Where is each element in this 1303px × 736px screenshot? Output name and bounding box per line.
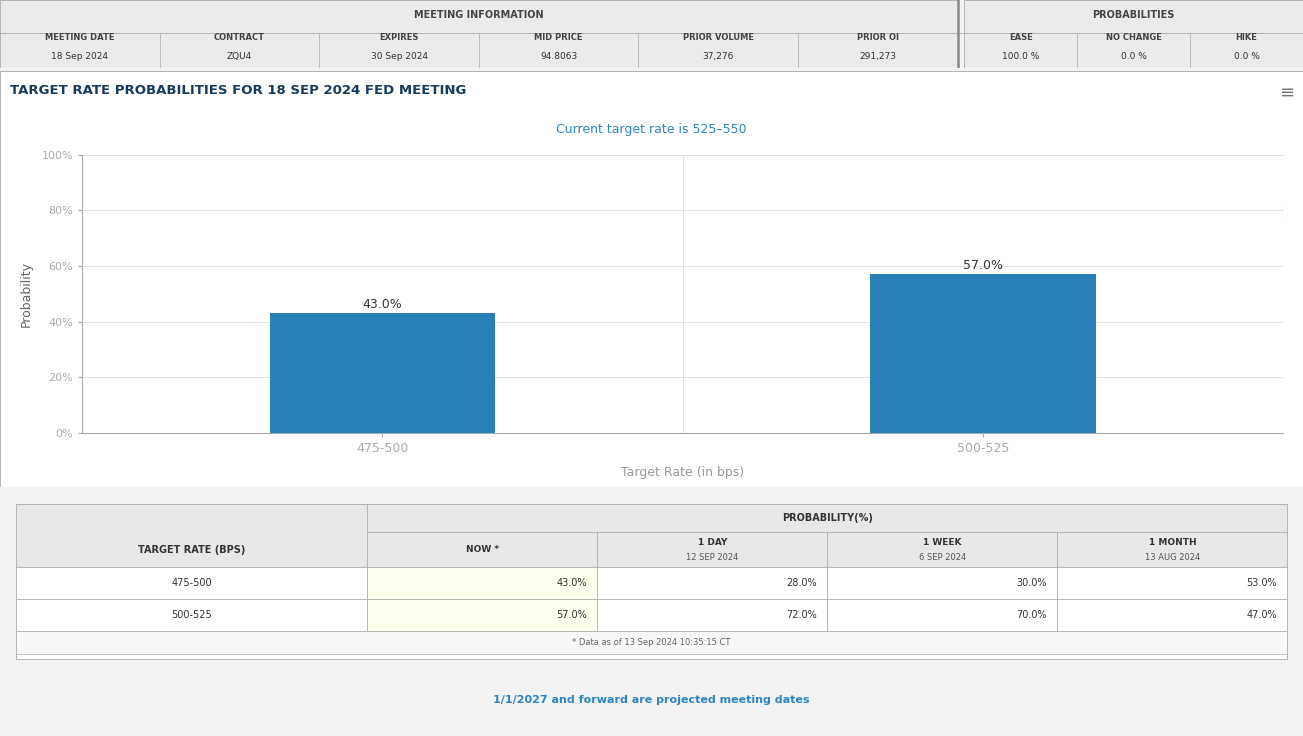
Bar	[0, 0, 958, 68]
Text: 18 Sep 2024: 18 Sep 2024	[51, 52, 108, 61]
Bar	[367, 567, 597, 599]
Text: 500-525: 500-525	[171, 610, 212, 620]
Text: 13 AUG 2024: 13 AUG 2024	[1145, 553, 1200, 562]
Bar	[367, 599, 597, 631]
Text: Q: Q	[1201, 181, 1287, 278]
Text: 43.0%: 43.0%	[362, 298, 403, 311]
Text: 291,273: 291,273	[860, 52, 896, 61]
Text: 57.0%: 57.0%	[556, 610, 586, 620]
Text: 1 DAY: 1 DAY	[697, 538, 727, 547]
Text: 30.0%: 30.0%	[1016, 578, 1046, 588]
Text: MEETING INFORMATION: MEETING INFORMATION	[414, 10, 543, 20]
Text: TARGET RATE (BPS): TARGET RATE (BPS)	[138, 545, 245, 555]
Text: 0.0 %: 0.0 %	[1234, 52, 1260, 61]
Text: 12 SEP 2024: 12 SEP 2024	[687, 553, 739, 562]
Bar	[964, 0, 1303, 68]
Text: 57.0%: 57.0%	[963, 259, 1003, 272]
Text: EASE: EASE	[1009, 33, 1032, 43]
Text: 53.0%: 53.0%	[1246, 578, 1277, 588]
Bar	[1057, 567, 1287, 599]
Text: NOW *: NOW *	[466, 545, 499, 554]
Bar	[270, 314, 495, 434]
Text: 0.0 %: 0.0 %	[1121, 52, 1147, 61]
Bar	[16, 567, 367, 599]
Text: * Data as of 13 Sep 2024 10:35:15 CT: * Data as of 13 Sep 2024 10:35:15 CT	[572, 638, 731, 647]
Y-axis label: Probability: Probability	[20, 261, 33, 327]
Text: 100.0 %: 100.0 %	[1002, 52, 1040, 61]
Bar	[16, 631, 1287, 654]
Bar	[827, 532, 1057, 567]
Text: 28.0%: 28.0%	[786, 578, 817, 588]
Text: 1/1/2027 and forward are projected meeting dates: 1/1/2027 and forward are projected meeti…	[494, 695, 809, 704]
Bar	[597, 532, 827, 567]
Text: PROBABILITIES: PROBABILITIES	[1092, 10, 1175, 20]
Text: 72.0%: 72.0%	[786, 610, 817, 620]
Bar	[1057, 599, 1287, 631]
Text: 70.0%: 70.0%	[1016, 610, 1046, 620]
Text: 475-500: 475-500	[171, 578, 212, 588]
Text: MID PRICE: MID PRICE	[534, 33, 582, 43]
Text: 43.0%: 43.0%	[556, 578, 586, 588]
Text: 1 MONTH: 1 MONTH	[1148, 538, 1196, 547]
Bar	[16, 503, 367, 567]
Bar	[1057, 532, 1287, 567]
Text: 1 WEEK: 1 WEEK	[923, 538, 962, 547]
Text: ZQU4: ZQU4	[227, 52, 251, 61]
Text: 30 Sep 2024: 30 Sep 2024	[370, 52, 427, 61]
Text: 37,276: 37,276	[702, 52, 734, 61]
Bar	[597, 567, 827, 599]
Text: EXPIRES: EXPIRES	[379, 33, 418, 43]
Bar	[367, 532, 597, 567]
Text: PRIOR VOLUME: PRIOR VOLUME	[683, 33, 753, 43]
Text: 6 SEP 2024: 6 SEP 2024	[919, 553, 966, 562]
X-axis label: Target Rate (in bps): Target Rate (in bps)	[622, 467, 744, 479]
Bar	[367, 503, 1287, 532]
Text: HIKE: HIKE	[1235, 33, 1257, 43]
Bar	[16, 503, 1287, 659]
Bar	[597, 599, 827, 631]
Bar	[870, 275, 1096, 434]
Text: CONTRACT: CONTRACT	[214, 33, 265, 43]
Text: MEETING DATE: MEETING DATE	[46, 33, 115, 43]
Text: Current target rate is 525–550: Current target rate is 525–550	[556, 124, 747, 136]
Text: PROBABILITY(%): PROBABILITY(%)	[782, 513, 873, 523]
Text: 47.0%: 47.0%	[1246, 610, 1277, 620]
Text: PRIOR OI: PRIOR OI	[857, 33, 899, 43]
Bar	[827, 567, 1057, 599]
Bar	[16, 599, 367, 631]
Text: ≡: ≡	[1278, 84, 1294, 102]
Text: 94.8063: 94.8063	[539, 52, 577, 61]
Bar	[827, 599, 1057, 631]
Text: NO CHANGE: NO CHANGE	[1106, 33, 1161, 43]
Text: TARGET RATE PROBABILITIES FOR 18 SEP 2024 FED MEETING: TARGET RATE PROBABILITIES FOR 18 SEP 202…	[10, 84, 466, 97]
